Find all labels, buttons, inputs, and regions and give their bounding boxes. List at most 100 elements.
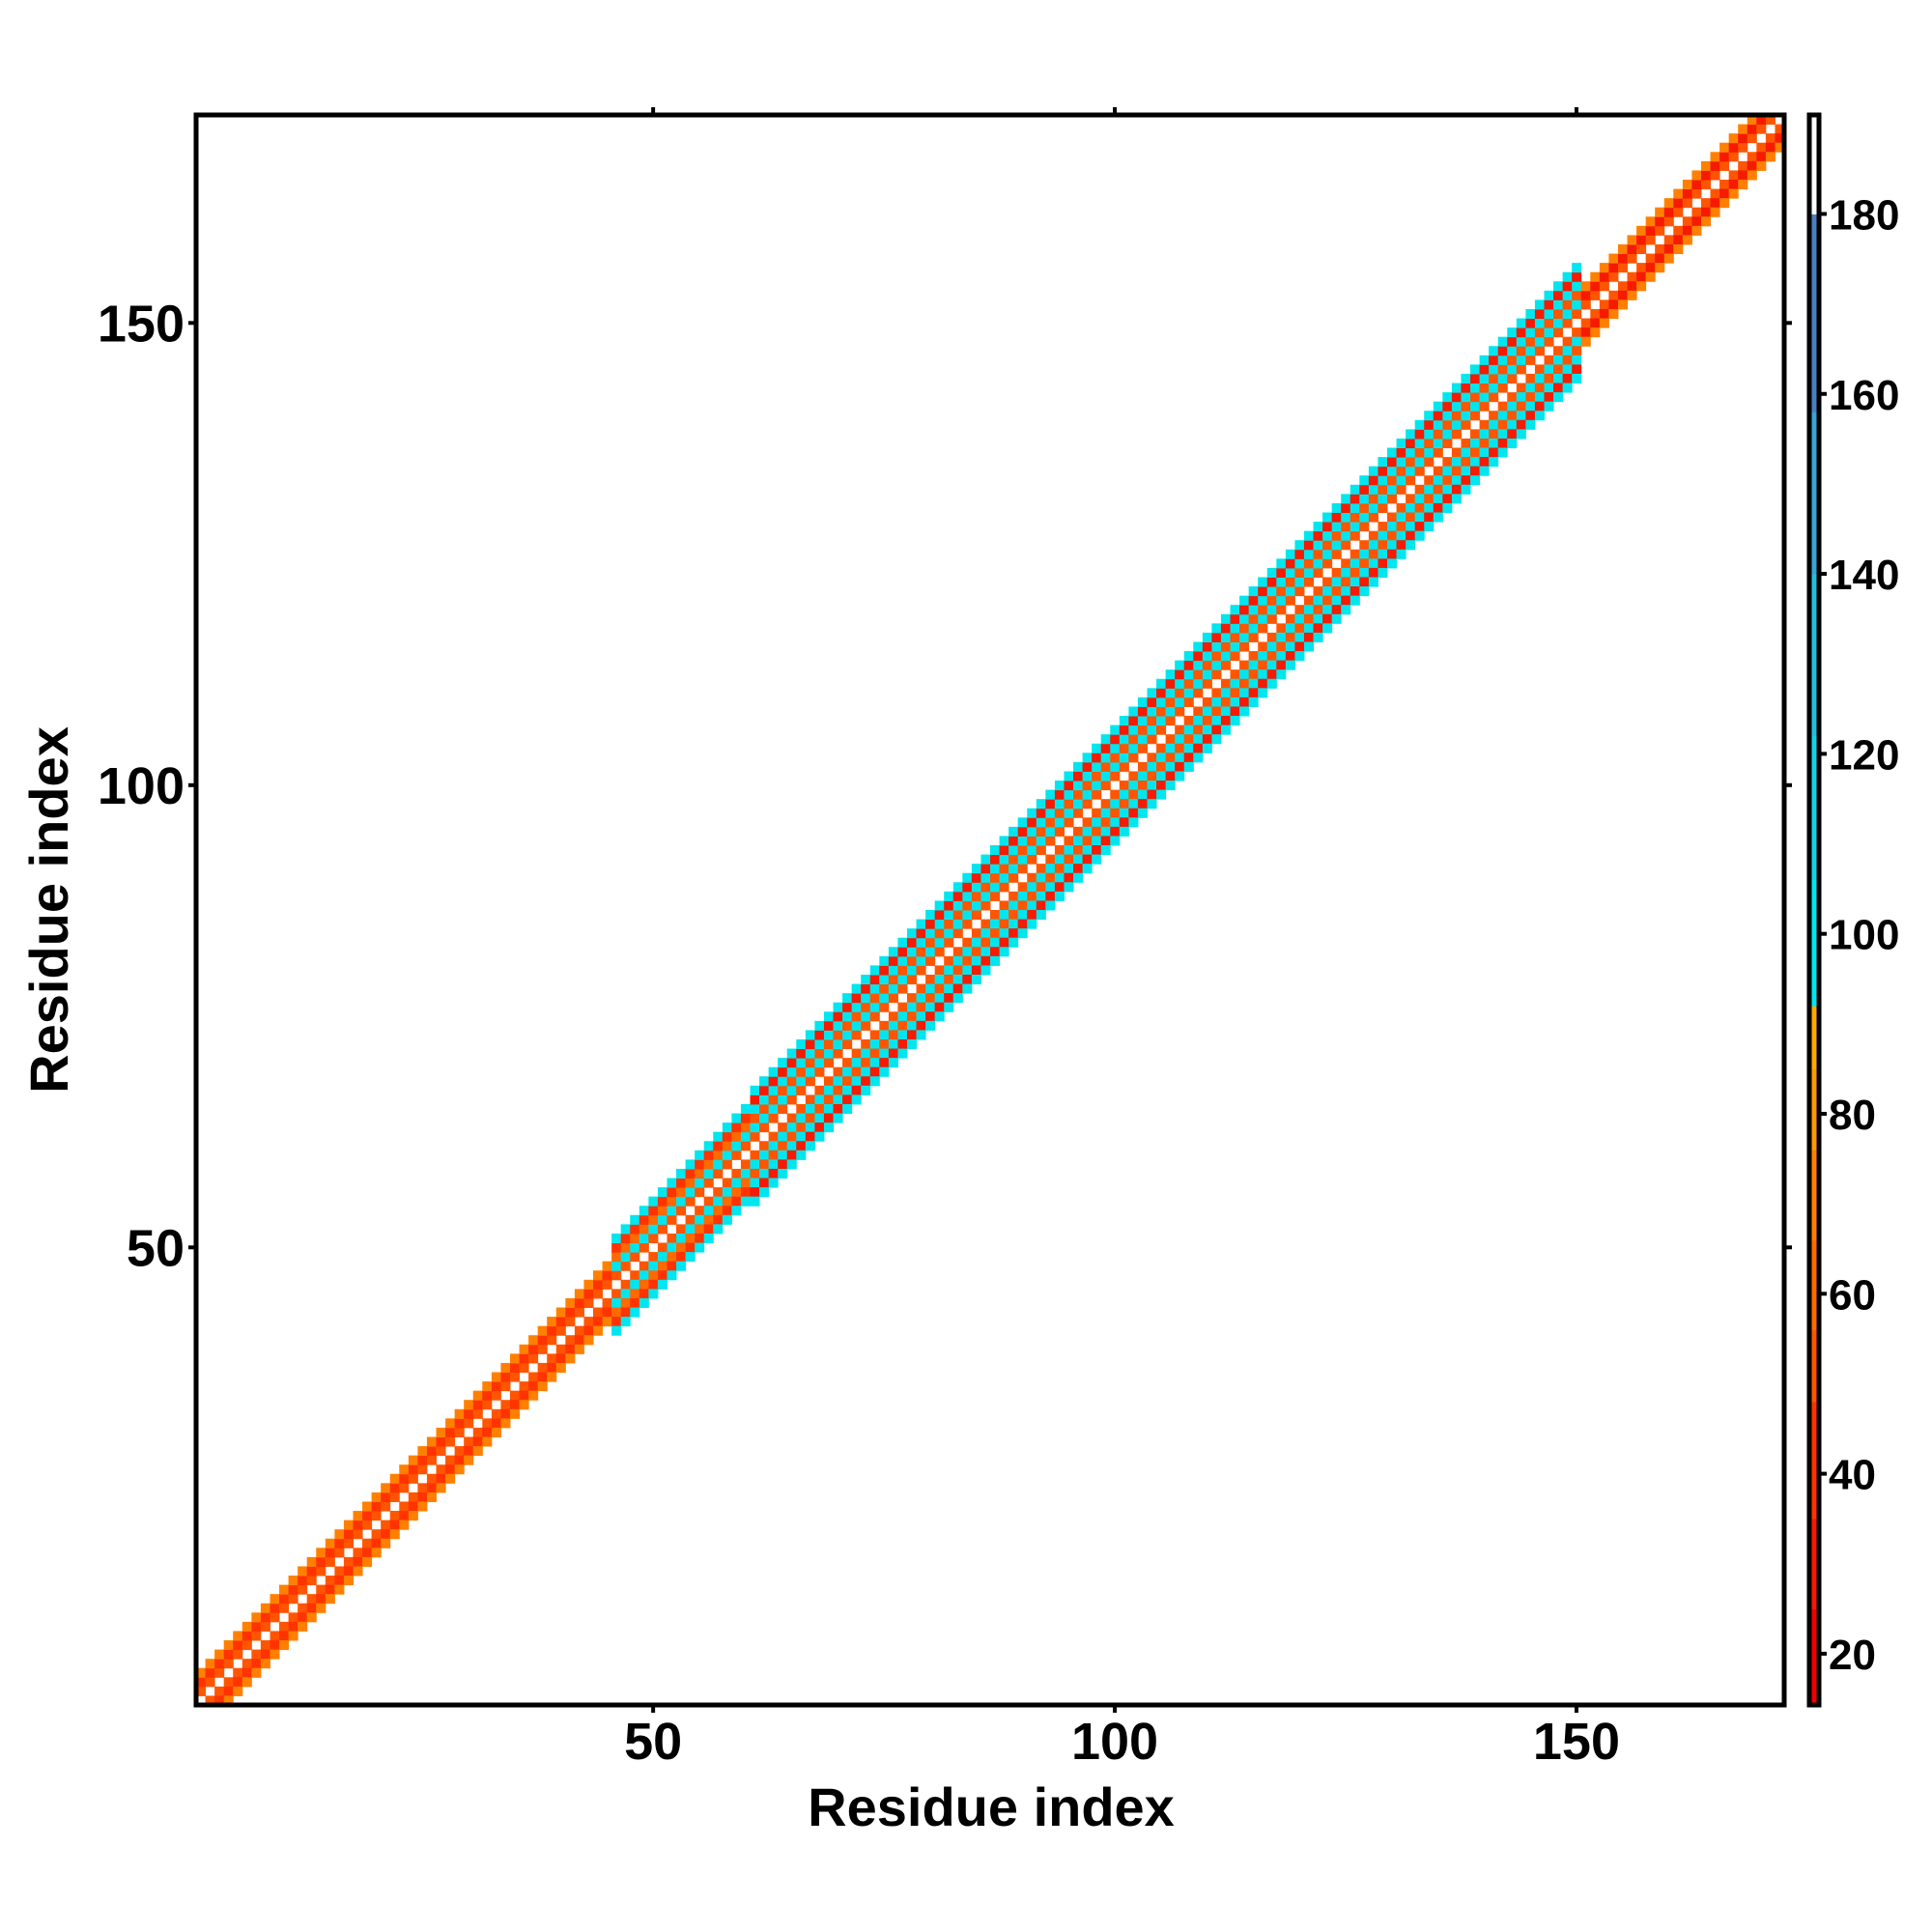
heatmap-cell bbox=[426, 1436, 438, 1447]
heatmap-cell bbox=[1387, 494, 1398, 504]
heatmap-cell bbox=[916, 919, 926, 929]
heatmap-cell bbox=[537, 1362, 548, 1373]
heatmap-cell bbox=[353, 1511, 363, 1521]
heatmap-cell bbox=[1479, 373, 1490, 384]
heatmap-cell bbox=[814, 1030, 825, 1040]
heatmap-cell bbox=[399, 1520, 410, 1530]
heatmap-cell bbox=[1700, 170, 1712, 181]
heatmap-cell bbox=[1489, 457, 1499, 468]
heatmap-cell bbox=[944, 955, 954, 966]
heatmap-cell bbox=[1775, 142, 1785, 153]
heatmap-cell bbox=[1165, 716, 1176, 726]
heatmap-cell bbox=[1544, 383, 1554, 393]
heatmap-cell bbox=[731, 1113, 742, 1123]
heatmap-cell bbox=[1054, 826, 1065, 837]
heatmap-cell bbox=[916, 1011, 926, 1022]
heatmap-cell bbox=[759, 1076, 770, 1087]
heatmap-cell bbox=[861, 1048, 871, 1059]
x-axis: 50 100 150 bbox=[624, 107, 1620, 1771]
heatmap-cell bbox=[740, 1103, 751, 1115]
heatmap-cell bbox=[1220, 623, 1232, 634]
heatmap-cell bbox=[472, 1446, 483, 1457]
heatmap-cell bbox=[1276, 558, 1287, 569]
heatmap-cell bbox=[944, 910, 954, 921]
heatmap-cell bbox=[1258, 577, 1268, 587]
heatmap-cell bbox=[1175, 678, 1185, 689]
heatmap-cell bbox=[270, 1603, 280, 1613]
heatmap-cell bbox=[1378, 457, 1388, 468]
heatmap-cell bbox=[814, 1038, 825, 1050]
heatmap-cell bbox=[1341, 577, 1351, 587]
heatmap-cell bbox=[713, 1141, 724, 1151]
heatmap-cell bbox=[1599, 299, 1609, 310]
heatmap-cell bbox=[1691, 216, 1702, 227]
heatmap-cell bbox=[1220, 678, 1232, 689]
heatmap-cell bbox=[482, 1381, 493, 1392]
heatmap-cell bbox=[1193, 669, 1204, 680]
heatmap-cell bbox=[796, 1103, 807, 1115]
heatmap-cell bbox=[1100, 845, 1111, 856]
heatmap-cell bbox=[1313, 605, 1323, 615]
heatmap-cell bbox=[851, 993, 862, 1004]
heatmap-cell bbox=[1424, 447, 1435, 458]
heatmap-cell bbox=[288, 1631, 298, 1641]
heatmap-cell bbox=[1027, 872, 1037, 883]
heatmap-cell bbox=[648, 1206, 659, 1216]
heatmap-cell bbox=[750, 1113, 760, 1123]
heatmap-cell bbox=[1414, 530, 1425, 541]
heatmap-cell bbox=[888, 1020, 898, 1031]
heatmap-cell bbox=[223, 1649, 234, 1660]
heatmap-cell bbox=[1553, 355, 1564, 365]
heatmap-cell bbox=[1266, 678, 1277, 689]
heatmap-cell bbox=[768, 1076, 779, 1087]
heatmap-cell bbox=[805, 1058, 815, 1068]
heatmap-cell bbox=[823, 1020, 835, 1031]
heatmap-cell bbox=[1553, 327, 1564, 338]
heatmap-cell bbox=[888, 1058, 898, 1068]
x-axis-title: Residue index bbox=[808, 1776, 1175, 1837]
heatmap-cell bbox=[1350, 595, 1360, 606]
heatmap-cell bbox=[1433, 475, 1443, 486]
heatmap-cell bbox=[1045, 808, 1056, 818]
heatmap-cell bbox=[952, 891, 963, 901]
heatmap-cell bbox=[1406, 429, 1416, 440]
heatmap-cell bbox=[1119, 761, 1129, 772]
heatmap-cell bbox=[1193, 716, 1204, 726]
heatmap-cell bbox=[906, 955, 918, 966]
heatmap-cell bbox=[695, 1242, 705, 1253]
heatmap-cell bbox=[279, 1640, 290, 1651]
heatmap-cell bbox=[1516, 364, 1526, 375]
heatmap-cell bbox=[1756, 124, 1767, 134]
heatmap-cell bbox=[695, 1159, 705, 1170]
heatmap-cell bbox=[1608, 263, 1619, 273]
heatmap-cell bbox=[1128, 743, 1139, 753]
heatmap-cell bbox=[1608, 308, 1619, 320]
heatmap-cell bbox=[242, 1677, 252, 1688]
heatmap-cell bbox=[537, 1335, 548, 1346]
heatmap-cell bbox=[381, 1492, 391, 1502]
heatmap-cell bbox=[1266, 632, 1277, 642]
heatmap-cell bbox=[999, 937, 1009, 948]
heatmap-cell bbox=[1756, 160, 1767, 171]
heatmap-cell bbox=[1580, 299, 1591, 310]
heatmap-cell bbox=[1728, 142, 1739, 153]
heatmap-cell bbox=[805, 1048, 815, 1059]
heatmap-cell bbox=[630, 1270, 640, 1281]
heatmap-cell bbox=[1470, 466, 1481, 476]
heatmap-cell bbox=[1211, 623, 1222, 634]
heatmap-cell bbox=[1017, 854, 1028, 865]
heatmap-cell bbox=[869, 1048, 880, 1059]
heatmap-cell bbox=[528, 1390, 539, 1401]
heatmap-cell bbox=[879, 983, 890, 994]
heatmap-cell bbox=[630, 1289, 640, 1299]
heatmap-cell bbox=[685, 1214, 696, 1225]
heatmap-cell bbox=[1691, 179, 1702, 190]
heatmap-cell bbox=[869, 974, 880, 985]
heatmap-cell bbox=[916, 1002, 926, 1012]
heatmap-cell bbox=[620, 1242, 631, 1253]
heatmap-cell bbox=[1175, 706, 1185, 717]
heatmap-cell bbox=[1036, 872, 1046, 883]
heatmap-cell bbox=[971, 910, 981, 921]
heatmap-cell bbox=[869, 1002, 880, 1012]
heatmap-cell bbox=[1378, 484, 1388, 495]
